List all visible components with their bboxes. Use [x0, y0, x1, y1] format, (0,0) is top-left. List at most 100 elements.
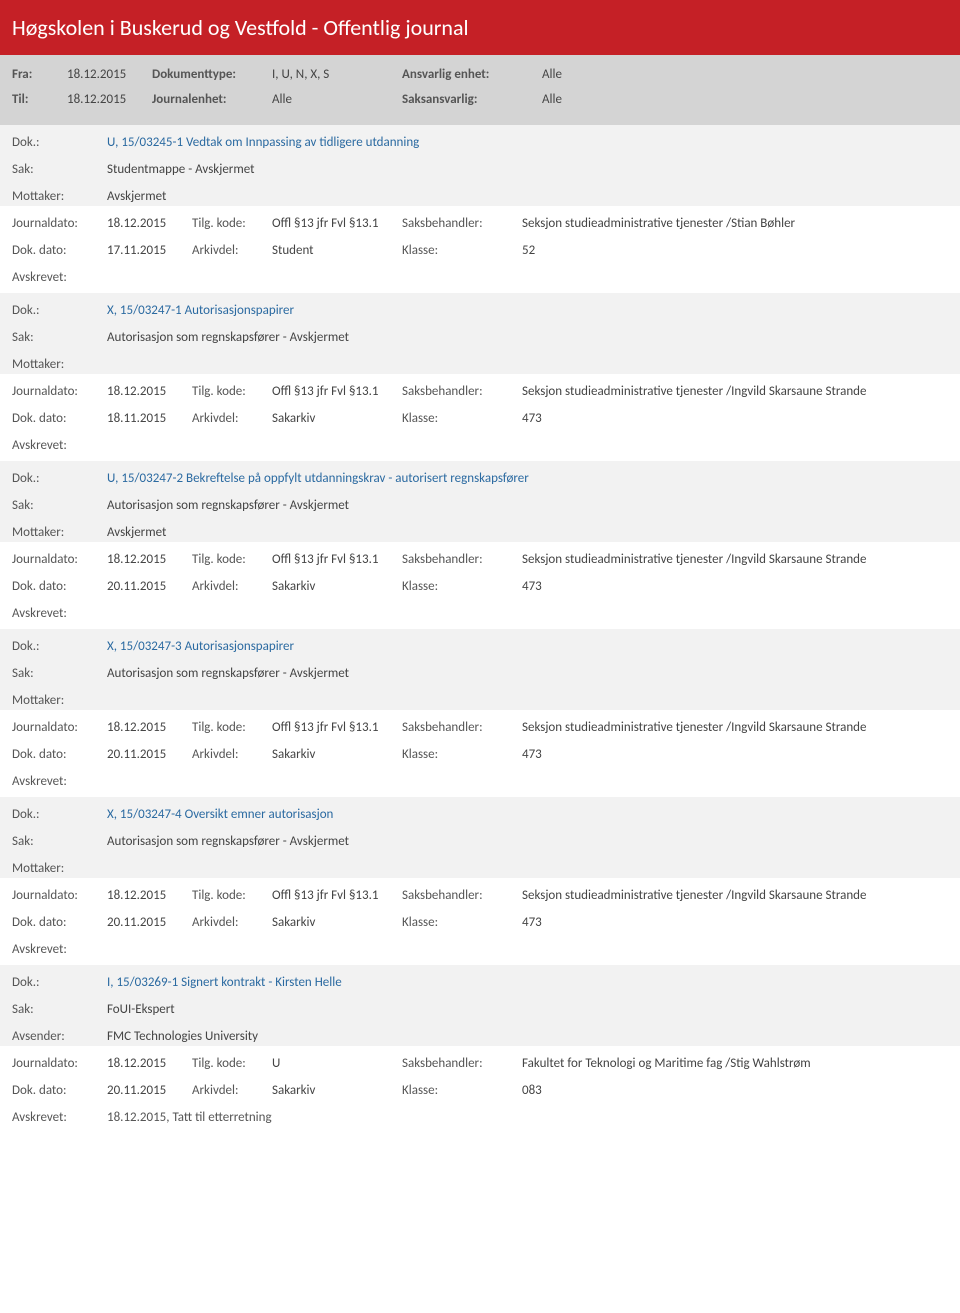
meta-value: 20.11.2015 [107, 915, 192, 930]
field-label: Dok.: [12, 807, 107, 822]
meta-label: Saksbehandler: [402, 216, 522, 231]
field-value: Studentmappe - Avskjermet [107, 162, 948, 177]
field-value: U, 15/03245-1 Vedtak om Innpassing av ti… [107, 135, 948, 150]
entry-avskrevet: Avskrevet:18.12.2015, Tatt til etterretn… [0, 1100, 960, 1133]
field-value: Autorisasjon som regnskapsfører - Avskje… [107, 834, 948, 849]
field-value [107, 357, 948, 372]
field-label: Sak: [12, 498, 107, 513]
entries-list: Dok.:U, 15/03245-1 Vedtak om Innpassing … [0, 125, 960, 1133]
meta-label: Saksbehandler: [402, 552, 522, 567]
meta-value: 20.11.2015 [107, 747, 192, 762]
journal-entry: Dok.:I, 15/03269-1 Signert kontrakt - Ki… [0, 965, 960, 1133]
meta-label: Klasse: [402, 915, 522, 930]
field-value: X, 15/03247-3 Autorisasjonspapirer [107, 639, 948, 654]
avskrevet-label: Avskrevet: [12, 1110, 107, 1125]
fra-label: Fra: [12, 67, 67, 82]
meta-value: 083 [522, 1083, 892, 1098]
field-label: Dok.: [12, 639, 107, 654]
meta-value: 52 [522, 243, 892, 258]
avskrevet-value: 18.12.2015, Tatt til etterretning [107, 1110, 272, 1125]
meta-value: 473 [522, 579, 892, 594]
meta-label: Klasse: [402, 1083, 522, 1098]
meta-label: Journaldato: [12, 384, 107, 399]
journal-entry: Dok.:X, 15/03247-1 AutorisasjonspapirerS… [0, 293, 960, 461]
meta-value: Sakarkiv [272, 915, 402, 930]
entry-meta: Journaldato:18.12.2015Tilg. kode:Offl §1… [0, 542, 960, 596]
field-label: Mottaker: [12, 693, 107, 708]
meta-label: Dok. dato: [12, 579, 107, 594]
meta-label: Tilg. kode: [192, 552, 272, 567]
meta-value: Sakarkiv [272, 1083, 402, 1098]
meta-label: Journaldato: [12, 888, 107, 903]
meta-label: Tilg. kode: [192, 216, 272, 231]
entry-meta: Journaldato:18.12.2015Tilg. kode:USaksbe… [0, 1046, 960, 1100]
meta-label: Arkivdel: [192, 579, 272, 594]
journal-entry: Dok.:X, 15/03247-3 Autorisasjonspapirer S… [0, 629, 960, 797]
entry-meta: Journaldato:18.12.2015Tilg. kode:Offl §1… [0, 710, 960, 764]
meta-label: Arkivdel: [192, 915, 272, 930]
meta-label: Dok. dato: [12, 243, 107, 258]
meta-value: 18.12.2015 [107, 888, 192, 903]
meta-value: Offl §13 jfr Fvl §13.1 [272, 384, 402, 399]
field-label: Dok.: [12, 471, 107, 486]
avskrevet-label: Avskrevet: [12, 942, 107, 957]
field-label: Mottaker: [12, 525, 107, 540]
meta-label: Journaldato: [12, 1056, 107, 1071]
meta-label: Tilg. kode: [192, 1056, 272, 1071]
meta-label: Klasse: [402, 747, 522, 762]
meta-value: Offl §13 jfr Fvl §13.1 [272, 552, 402, 567]
field-label: Sak: [12, 162, 107, 177]
til-value: 18.12.2015 [67, 92, 152, 107]
meta-label: Journaldato: [12, 552, 107, 567]
avskrevet-label: Avskrevet: [12, 270, 107, 285]
meta-label: Saksbehandler: [402, 720, 522, 735]
meta-label: Klasse: [402, 579, 522, 594]
entry-avskrevet: Avskrevet: [0, 428, 960, 461]
meta-value: Seksjon studieadministrative tjenester /… [522, 888, 892, 903]
meta-value: 20.11.2015 [107, 1083, 192, 1098]
meta-value: Sakarkiv [272, 579, 402, 594]
field-label: Sak: [12, 330, 107, 345]
filter-header: Fra: 18.12.2015 Dokumenttype: I, U, N, X… [0, 55, 960, 125]
journalenhet-label: Journalenhet: [152, 92, 272, 107]
meta-value: Offl §13 jfr Fvl §13.1 [272, 216, 402, 231]
entry-header: Dok.:X, 15/03247-4 Oversikt emner autori… [0, 797, 960, 878]
meta-label: Journaldato: [12, 216, 107, 231]
meta-label: Journaldato: [12, 720, 107, 735]
journal-entry: Dok.:X, 15/03247-4 Oversikt emner autori… [0, 797, 960, 965]
meta-value: Seksjon studieadministrative tjenester /… [522, 216, 892, 231]
field-value: I, 15/03269-1 Signert kontrakt - Kirsten… [107, 975, 948, 990]
entry-avskrevet: Avskrevet: [0, 260, 960, 293]
meta-label: Saksbehandler: [402, 1056, 522, 1071]
journal-entry: Dok.:U, 15/03245-1 Vedtak om Innpassing … [0, 125, 960, 293]
meta-value: 18.11.2015 [107, 411, 192, 426]
saksansvarlig-value: Alle [542, 92, 602, 107]
meta-value: 473 [522, 915, 892, 930]
field-label: Sak: [12, 1002, 107, 1017]
meta-value: Offl §13 jfr Fvl §13.1 [272, 888, 402, 903]
entry-header: Dok.:U, 15/03247-2 Bekreftelse på oppfyl… [0, 461, 960, 542]
field-label: Avsender: [12, 1029, 107, 1044]
field-value: X, 15/03247-1 Autorisasjonspapirer [107, 303, 948, 318]
field-value: Avskjermet [107, 189, 948, 204]
meta-label: Tilg. kode: [192, 384, 272, 399]
entry-meta: Journaldato:18.12.2015Tilg. kode:Offl §1… [0, 206, 960, 260]
meta-label: Saksbehandler: [402, 384, 522, 399]
field-label: Dok.: [12, 135, 107, 150]
meta-value: U [272, 1056, 402, 1071]
ansvarlig-enhet-label: Ansvarlig enhet: [402, 67, 542, 82]
meta-label: Arkivdel: [192, 1083, 272, 1098]
field-value: Autorisasjon som regnskapsfører - Avskje… [107, 330, 948, 345]
meta-value: Seksjon studieadministrative tjenester /… [522, 720, 892, 735]
field-label: Mottaker: [12, 357, 107, 372]
avskrevet-label: Avskrevet: [12, 606, 107, 621]
meta-value: Sakarkiv [272, 747, 402, 762]
field-value: Autorisasjon som regnskapsfører - Avskje… [107, 498, 948, 513]
field-value: X, 15/03247-4 Oversikt emner autorisasjo… [107, 807, 948, 822]
meta-label: Klasse: [402, 411, 522, 426]
meta-label: Klasse: [402, 243, 522, 258]
doktype-value: I, U, N, X, S [272, 67, 402, 82]
entry-avskrevet: Avskrevet: [0, 932, 960, 965]
meta-value: 18.12.2015 [107, 384, 192, 399]
entry-meta: Journaldato:18.12.2015Tilg. kode:Offl §1… [0, 374, 960, 428]
